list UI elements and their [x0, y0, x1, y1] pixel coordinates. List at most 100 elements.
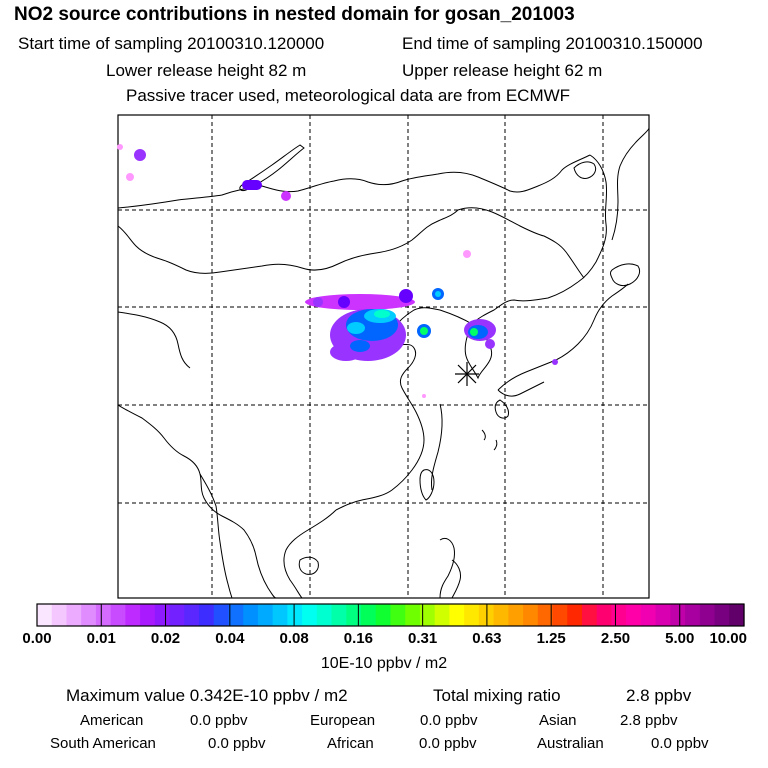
region-value: 0.0 ppbv — [419, 735, 477, 752]
colorbar-cell — [66, 604, 82, 626]
colorbar-cell — [169, 604, 185, 626]
plume-cell — [242, 180, 262, 190]
colorbar-cell — [537, 604, 554, 626]
plume-cell — [422, 394, 426, 398]
colorbar-cell — [493, 604, 509, 626]
colorbar-cell — [81, 604, 97, 626]
region-name: South American — [50, 735, 156, 752]
region-name: Australian — [537, 735, 604, 752]
region-name: African — [327, 735, 374, 752]
colorbar-cell — [154, 604, 171, 626]
region-value: 0.0 ppbv — [651, 735, 709, 752]
colorbar-tick-label: 0.02 — [150, 630, 181, 647]
plume-cell — [350, 340, 370, 352]
receptor-asterisk-icon — [455, 362, 479, 386]
colorbar-tick-label: 0.31 — [408, 630, 438, 647]
region-value: 2.8 ppbv — [620, 712, 678, 729]
colorbar-cell — [184, 604, 200, 626]
plume-cell — [485, 339, 495, 349]
colorbar-cell — [228, 604, 244, 626]
plume-cell — [435, 291, 441, 297]
colorbar-cell — [596, 604, 613, 626]
colorbar-cell — [95, 604, 112, 626]
colorbar-cell — [581, 604, 598, 626]
lower-release-label: Lower release height 82 m — [106, 61, 307, 80]
colorbar-cell — [655, 604, 671, 626]
colorbar-cell — [361, 604, 377, 626]
colorbar-cell — [125, 604, 141, 626]
coastlines — [118, 127, 649, 598]
colorbar-cell — [640, 604, 657, 626]
colorbar-tick-label: 0.00 — [22, 630, 52, 647]
plume-cell — [134, 149, 146, 161]
plume-cell — [313, 297, 323, 307]
colorbar-cell — [272, 604, 288, 626]
colorbar-tick-label: 1.25 — [536, 630, 566, 647]
lat-lon-grid — [118, 115, 649, 598]
colorbar-cell — [199, 604, 215, 626]
region-value: 0.0 ppbv — [208, 735, 266, 752]
colorbar-cell — [523, 604, 539, 626]
plume-cell — [305, 294, 415, 310]
colorbar-cell — [346, 604, 362, 626]
colorbar-cell — [729, 604, 745, 626]
colorbar-cell — [316, 604, 333, 626]
plume-cell — [399, 289, 413, 303]
colorbar-cell — [302, 604, 318, 626]
colorbar-tick-label: 10.00 — [709, 630, 748, 647]
colorbar-tick-label: 0.04 — [215, 630, 245, 647]
colorbar-cell — [685, 604, 701, 626]
colorbar-tick-label: 0.63 — [472, 630, 502, 647]
colorbar-tick-label: 0.01 — [86, 630, 116, 647]
region-value: 0.0 ppbv — [420, 712, 478, 729]
colorbar-cell — [508, 604, 524, 626]
max-value-label: Maximum value 0.342E-10 ppbv / m2 — [66, 686, 348, 705]
region-value: 0.0 ppbv — [190, 712, 248, 729]
colorbar-cell — [287, 604, 303, 626]
colorbar-cell — [552, 604, 568, 626]
colorbar-tick-label: 0.16 — [343, 630, 373, 647]
colorbar-cell — [699, 604, 716, 626]
start-time-label: Start time of sampling 20100310.120000 — [18, 34, 325, 53]
colorbar-cell — [51, 604, 68, 626]
region-name: Asian — [539, 712, 577, 729]
region-name: European — [310, 712, 376, 729]
plume-cell — [338, 296, 350, 308]
colorbar-cell — [626, 604, 642, 626]
colorbar-cell — [37, 604, 53, 626]
colorbar-cell — [331, 604, 347, 626]
colorbar-cell — [464, 604, 480, 626]
colorbar — [36, 603, 745, 627]
colorbar-cell — [434, 604, 451, 626]
colorbar-cell — [213, 604, 230, 626]
colorbar-tick-label: 2.50 — [600, 630, 631, 647]
colorbar-cell — [611, 604, 627, 626]
colorbar-cell — [257, 604, 274, 626]
colorbar-cell — [390, 604, 406, 626]
colorbar-cell — [405, 604, 421, 626]
total-mixing-value: 2.8 ppbv — [626, 686, 692, 705]
plume-cell — [470, 328, 478, 336]
colorbar-cell — [714, 604, 730, 626]
colorbar-tick-label: 0.08 — [279, 630, 309, 647]
colorbar-cell — [449, 604, 465, 626]
plot-title: NO2 source contributions in nested domai… — [14, 4, 575, 25]
colorbar-cell — [243, 604, 259, 626]
upper-release-label: Upper release height 62 m — [402, 61, 603, 80]
plume-cell — [374, 310, 390, 318]
plume-cell — [463, 250, 471, 258]
total-mixing-label: Total mixing ratio — [433, 686, 561, 705]
colorbar-cell — [110, 604, 126, 626]
colorbar-cell — [670, 604, 686, 626]
region-name: American — [80, 712, 144, 729]
plume-cell — [281, 191, 291, 201]
end-time-label: End time of sampling 20100310.150000 — [402, 34, 703, 53]
tracer-note: Passive tracer used, meteorological data… — [126, 86, 571, 105]
plume-cell — [347, 322, 365, 334]
plume-cell — [117, 144, 123, 150]
colorbar-cell — [567, 604, 583, 626]
plume-cell — [420, 327, 428, 335]
colorbar-unit: 10E-10 ppbv / m2 — [320, 655, 448, 672]
plume-cell — [552, 359, 558, 365]
